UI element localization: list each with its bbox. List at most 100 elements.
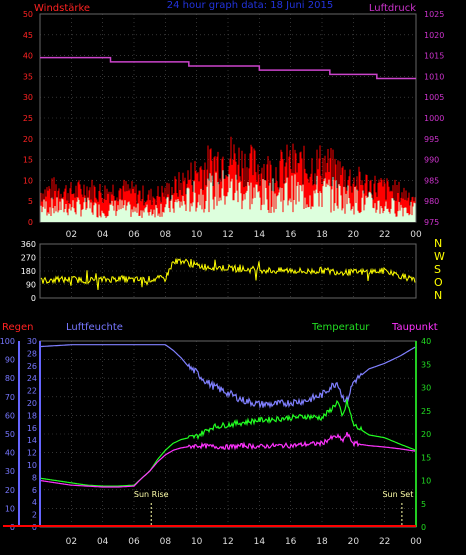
compass-label: W bbox=[434, 250, 445, 263]
regen-axis-tick-label: 70 bbox=[5, 393, 15, 402]
temperatur-axis-tick-label: 0 bbox=[421, 523, 426, 532]
pressure-axis-tick-label: 1020 bbox=[424, 31, 444, 40]
pressure-axis-tick-label: 1015 bbox=[424, 52, 444, 61]
compass-label: N bbox=[434, 237, 442, 250]
pressure-axis-tick-label: 1005 bbox=[424, 93, 444, 102]
direction-axis-tick-label: 360 bbox=[21, 240, 36, 249]
temperatur-axis-tick-label: 40 bbox=[421, 337, 431, 346]
wind-axis-tick-label: 45 bbox=[23, 31, 33, 40]
wind-axis-tick-label: 0 bbox=[28, 218, 33, 227]
pressure-axis-tick-label: 975 bbox=[424, 218, 439, 227]
top-panel-x-tick-label: 02 bbox=[66, 230, 77, 240]
luftfeuchte-axis-tick-label: 10 bbox=[27, 461, 37, 470]
wind-axis-tick-label: 5 bbox=[28, 197, 33, 206]
bot-panel-x-tick-label: 20 bbox=[348, 537, 360, 547]
wind-axis-tick-label: 30 bbox=[23, 93, 33, 102]
temperatur-axis-tick-label: 25 bbox=[421, 407, 431, 416]
compass-label: S bbox=[434, 263, 441, 276]
bot-panel-x-tick-label: 04 bbox=[97, 537, 109, 547]
wind-pressure-panel: 0510152025303540455097598098599099510001… bbox=[23, 10, 445, 240]
wind-axis-tick-label: 15 bbox=[23, 156, 33, 165]
pressure-line bbox=[40, 56, 416, 80]
sunrise-label: Sun Rise bbox=[134, 490, 169, 499]
regen-axis-tick-label: 20 bbox=[5, 486, 15, 495]
luftfeuchte-axis-tick-label: 20 bbox=[27, 399, 37, 408]
top-panel-x-tick-label: 04 bbox=[97, 230, 109, 240]
luftfeuchte-axis-tick-label: 8 bbox=[32, 473, 37, 482]
top-panel-x-tick-label: 22 bbox=[379, 230, 390, 240]
temperatur-axis-tick-label: 10 bbox=[421, 477, 431, 486]
temperatur-axis-tick-label: 15 bbox=[421, 453, 431, 462]
bot-panel-x-tick-label: 22 bbox=[379, 537, 390, 547]
header-right-label: Luftdruck bbox=[369, 3, 416, 14]
wind-axis-tick-label: 40 bbox=[23, 52, 33, 61]
compass-label: O bbox=[434, 276, 443, 289]
luftfeuchte-axis-tick-label: 6 bbox=[32, 486, 37, 495]
label-taupunkt: Taupunkt bbox=[391, 322, 438, 333]
sunset-label: Sun Set bbox=[382, 490, 413, 499]
regen-axis-tick-label: 0 bbox=[10, 523, 15, 532]
pressure-axis-tick-label: 985 bbox=[424, 176, 439, 185]
luftfeuchte-axis-tick-label: 26 bbox=[27, 362, 37, 371]
luftfeuchte-axis-tick-label: 2 bbox=[32, 511, 37, 520]
luftfeuchte-axis-tick-label: 22 bbox=[27, 387, 37, 396]
regen-axis-tick-label: 50 bbox=[5, 430, 15, 439]
regen-axis-tick-label: 100 bbox=[0, 337, 15, 346]
direction-axis-tick-label: 270 bbox=[21, 254, 36, 263]
pressure-axis-tick-label: 990 bbox=[424, 156, 439, 165]
label-luftfeuchte: Luftfeuchte bbox=[66, 322, 123, 333]
wind-axis-tick-label: 10 bbox=[23, 176, 33, 185]
top-panel-x-tick-label: 10 bbox=[191, 230, 203, 240]
luftfeuchte-axis-tick-label: 12 bbox=[27, 449, 37, 458]
wind-direction-line bbox=[40, 258, 416, 291]
top-panel-x-tick-label: 14 bbox=[254, 230, 266, 240]
luftfeuchte-axis-tick-label: 24 bbox=[27, 374, 37, 383]
temperatur-line bbox=[40, 399, 416, 487]
regen-axis-tick-label: 80 bbox=[5, 374, 15, 383]
temperatur-axis-tick-label: 35 bbox=[421, 360, 431, 369]
pressure-axis-tick-label: 995 bbox=[424, 135, 439, 144]
bot-panel-x-tick-label: 08 bbox=[160, 537, 172, 547]
top-panel-x-tick-label: 20 bbox=[348, 230, 360, 240]
regen-axis-tick-label: 60 bbox=[5, 411, 15, 420]
luftfeuchte-axis-tick-label: 0 bbox=[32, 523, 37, 532]
top-panel-x-tick-label: 12 bbox=[222, 230, 233, 240]
direction-axis-tick-label: 90 bbox=[26, 281, 36, 290]
header-left-label: Windstärke bbox=[34, 3, 90, 14]
wind-axis-tick-label: 20 bbox=[23, 135, 33, 144]
luftfeuchte-axis-tick-label: 4 bbox=[32, 498, 37, 507]
bot-panel-x-tick-label: 16 bbox=[285, 537, 297, 547]
luftfeuchte-line bbox=[41, 344, 416, 410]
bot-panel-x-tick-label: 00 bbox=[410, 537, 422, 547]
header-center-label: 24 hour graph data: 18 Juni 2015 bbox=[167, 0, 333, 11]
top-panel-x-tick-label: 18 bbox=[316, 230, 328, 240]
luftfeuchte-axis-tick-label: 16 bbox=[27, 424, 37, 433]
pressure-axis-tick-label: 1025 bbox=[424, 10, 444, 19]
wind-axis-tick-label: 35 bbox=[23, 72, 33, 81]
label-temperatur: Temperatur bbox=[311, 322, 370, 333]
temperatur-axis-tick-label: 20 bbox=[421, 430, 431, 439]
top-panel-x-tick-label: 00 bbox=[410, 230, 422, 240]
wind-axis-tick-label: 25 bbox=[23, 114, 33, 123]
regen-axis-tick-label: 30 bbox=[5, 467, 15, 476]
pressure-axis-tick-label: 1000 bbox=[424, 114, 444, 123]
top-panel-x-tick-label: 16 bbox=[285, 230, 297, 240]
compass-label: N bbox=[434, 289, 442, 302]
bot-panel-x-tick-label: 06 bbox=[128, 537, 140, 547]
top-panel-x-tick-label: 06 bbox=[128, 230, 140, 240]
taupunkt-line bbox=[40, 432, 416, 488]
temperatur-axis-tick-label: 30 bbox=[421, 384, 431, 393]
regen-axis-tick-label: 10 bbox=[5, 504, 15, 513]
regen-axis-tick-label: 40 bbox=[5, 449, 15, 458]
wind-axis-tick-label: 50 bbox=[23, 10, 33, 19]
luftfeuchte-axis-tick-label: 18 bbox=[27, 411, 37, 420]
direction-axis-tick-label: 180 bbox=[21, 267, 36, 276]
humidity-temperature-panel: 0102030405060708090100024681012141618202… bbox=[0, 337, 431, 547]
top-panel-x-tick-label: 08 bbox=[160, 230, 172, 240]
label-regen: Regen bbox=[2, 322, 34, 333]
temperatur-axis-tick-label: 5 bbox=[421, 500, 426, 509]
direction-axis-tick-label: 0 bbox=[31, 294, 36, 303]
pressure-axis-tick-label: 980 bbox=[424, 197, 439, 206]
